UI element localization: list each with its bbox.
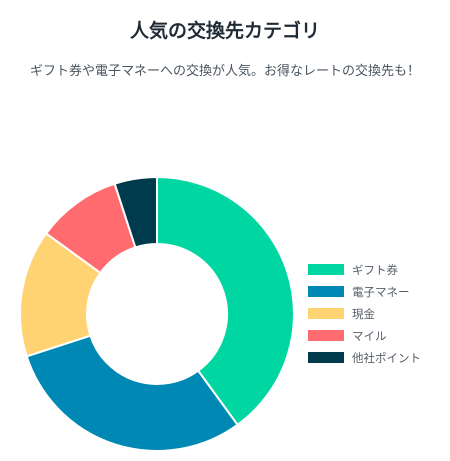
- legend-swatch-miles[interactable]: [308, 330, 344, 341]
- legend-label-gift-card[interactable]: ギフト券: [352, 263, 398, 277]
- slice-e-money[interactable]: [25, 334, 239, 452]
- legend-label-miles[interactable]: マイル: [352, 329, 387, 343]
- chart-slices: [19, 175, 295, 452]
- legend-label-cash[interactable]: 現金: [352, 307, 375, 321]
- legend-swatch-gift-card[interactable]: [308, 264, 344, 275]
- legend-swatch-e-money[interactable]: [308, 286, 344, 297]
- legend-swatch-cash[interactable]: [308, 308, 344, 319]
- slice-gift-card[interactable]: [156, 175, 295, 427]
- legend-label-e-money[interactable]: 電子マネー: [352, 285, 410, 299]
- legend-swatch-other-points[interactable]: [308, 352, 344, 363]
- chart-subtitle: ギフト券や電子マネーへの交換が人気。お得なレートの交換先も！: [29, 64, 420, 79]
- slice-other-points[interactable]: [113, 175, 158, 249]
- legend-label-other-points[interactable]: 他社ポイント: [352, 351, 421, 365]
- chart-title: 人気の交換先カテゴリ: [129, 20, 320, 42]
